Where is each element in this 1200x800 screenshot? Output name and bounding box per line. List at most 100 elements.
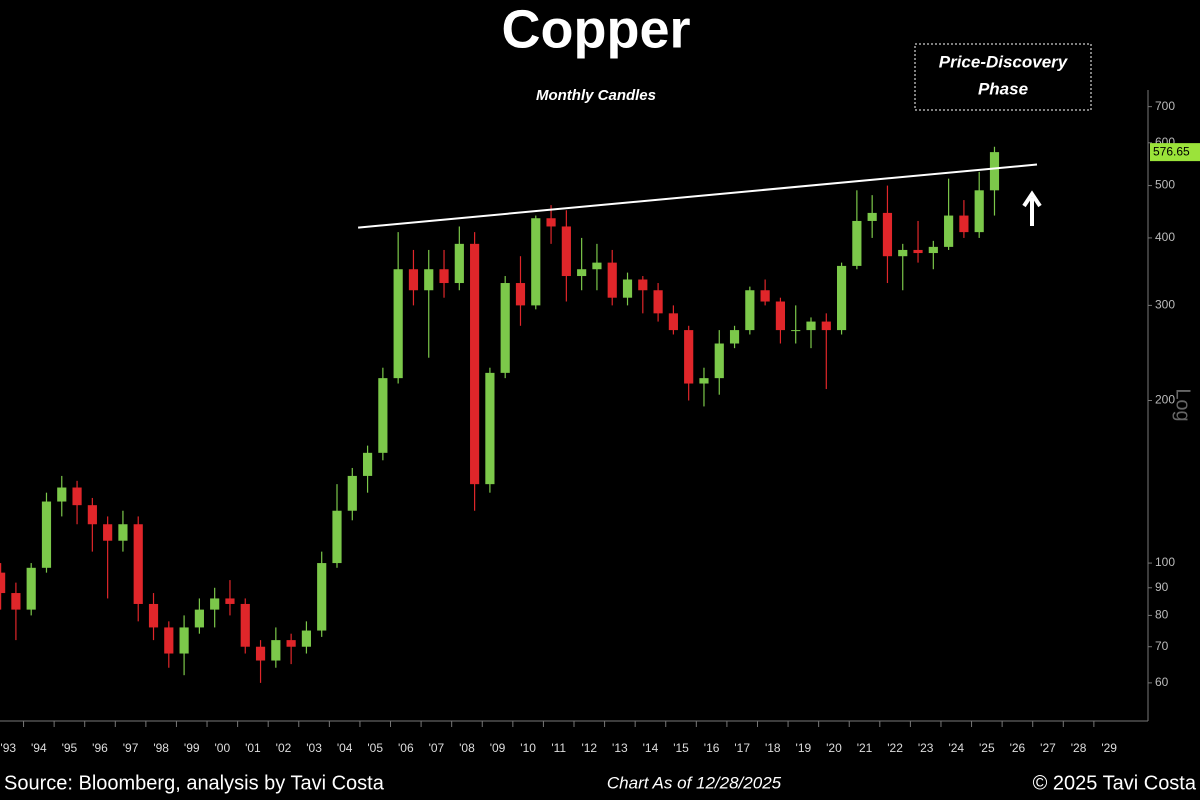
candle-body xyxy=(684,330,694,384)
candle-body xyxy=(301,630,312,647)
candle-body xyxy=(408,269,419,291)
x-tick-label: '09 xyxy=(490,741,506,755)
x-tick-label: '97 xyxy=(123,741,139,755)
x-tick-label: '11 xyxy=(551,741,566,755)
y-tick-label: 500 xyxy=(1155,178,1175,192)
candle-body xyxy=(729,330,740,344)
x-tick-label: '15 xyxy=(673,741,689,755)
annotation: Price-Discovery xyxy=(939,52,1069,71)
candle-body xyxy=(913,249,923,254)
arrow xyxy=(1022,190,1042,226)
x-tick-label: '14 xyxy=(643,741,659,755)
candle-body xyxy=(867,212,877,221)
y-axis-label: Log xyxy=(1172,388,1194,421)
x-tick-label: '22 xyxy=(887,741,903,755)
y-tick-label: 90 xyxy=(1155,580,1169,594)
chart-subtitle: Monthly Candles xyxy=(536,87,656,104)
as-of: Chart As of 12/28/2025 xyxy=(607,773,782,792)
x-tick-label: '13 xyxy=(612,741,628,755)
candle-body xyxy=(286,640,296,647)
x-tick-label: '21 xyxy=(857,741,873,755)
candle-body xyxy=(546,218,556,227)
candle-body xyxy=(41,501,52,568)
x-tick-label: '17 xyxy=(734,741,750,755)
candle-body xyxy=(898,249,908,257)
candle-body xyxy=(133,524,143,604)
x-tick-label: '23 xyxy=(918,741,934,755)
candle-body xyxy=(775,301,786,331)
x-tick-label: '26 xyxy=(1010,741,1026,755)
x-tick-label: '95 xyxy=(62,741,78,755)
candle-body xyxy=(515,283,526,306)
candle-body xyxy=(607,262,617,298)
candle-body xyxy=(836,265,847,331)
x-tick-label: '98 xyxy=(153,741,169,755)
x-tick-label: '06 xyxy=(398,741,414,755)
candle-body xyxy=(87,505,97,525)
candle-body xyxy=(928,246,938,254)
candle-body xyxy=(668,313,678,331)
x-tick-label: '28 xyxy=(1071,741,1087,755)
candle-body xyxy=(974,190,984,233)
candle-body xyxy=(11,593,21,610)
x-tick-label: '12 xyxy=(581,741,597,755)
candle-body xyxy=(531,218,541,306)
candle-body xyxy=(210,598,220,610)
annotation: Phase xyxy=(978,79,1028,98)
candle-body xyxy=(240,603,250,647)
x-tick-label: '01 xyxy=(245,741,261,755)
candle-body xyxy=(852,220,862,266)
candle-body xyxy=(72,487,82,506)
last-price-label: 576.65 xyxy=(1153,144,1190,158)
candle-body xyxy=(485,372,495,485)
x-tick-label: '00 xyxy=(215,741,231,755)
x-tick-label: '08 xyxy=(459,741,475,755)
x-tick-label: '94 xyxy=(31,741,47,755)
y-tick-label: 300 xyxy=(1155,298,1175,312)
candle-body xyxy=(439,269,449,284)
x-tick-label: '27 xyxy=(1040,741,1056,755)
candle-body xyxy=(454,243,464,284)
x-tick-label: '03 xyxy=(306,741,322,755)
x-tick-label: '10 xyxy=(520,741,536,755)
y-tick-label: 400 xyxy=(1155,230,1175,244)
y-tick-label: 80 xyxy=(1155,608,1169,622)
candle-body xyxy=(622,279,633,298)
candle-body xyxy=(347,475,357,511)
candle-body xyxy=(271,640,281,661)
source: Source: Bloomberg, analysis by Tavi Cost… xyxy=(4,772,385,794)
candle-body xyxy=(760,290,770,302)
y-tick-label: 60 xyxy=(1155,675,1169,689)
candle-body xyxy=(393,269,403,379)
candle-body xyxy=(592,262,602,270)
x-tick-label: '07 xyxy=(429,741,445,755)
candle-body xyxy=(821,321,831,331)
trendline xyxy=(358,163,1038,229)
candle-body xyxy=(561,226,571,277)
candle-body xyxy=(0,572,6,594)
x-tick-label: '96 xyxy=(92,741,108,755)
y-tick-label: 700 xyxy=(1155,99,1175,113)
x-tick-label: '20 xyxy=(826,741,842,755)
candle-body xyxy=(653,290,663,314)
candle-body xyxy=(164,627,174,654)
candle-body xyxy=(959,215,969,233)
candle-body xyxy=(26,567,36,610)
last-price-tag xyxy=(1150,143,1200,162)
candle-body xyxy=(118,524,128,541)
plot-area xyxy=(0,146,1038,683)
y-tick-label: 200 xyxy=(1155,393,1175,407)
x-tick-label: '16 xyxy=(704,741,720,755)
candle-body xyxy=(378,378,388,453)
x-tick-label: '04 xyxy=(337,741,353,755)
candle-body xyxy=(194,609,204,628)
x-tick-label: '29 xyxy=(1101,741,1117,755)
candle-body xyxy=(791,330,801,332)
candle-body xyxy=(362,452,373,476)
y-tick-label: 70 xyxy=(1155,639,1169,653)
copyright: © 2025 Tavi Costa xyxy=(1033,772,1197,794)
candle-body xyxy=(638,279,648,291)
candle-body xyxy=(470,243,480,485)
x-tick-label: '02 xyxy=(276,741,292,755)
candle-body xyxy=(57,487,67,502)
